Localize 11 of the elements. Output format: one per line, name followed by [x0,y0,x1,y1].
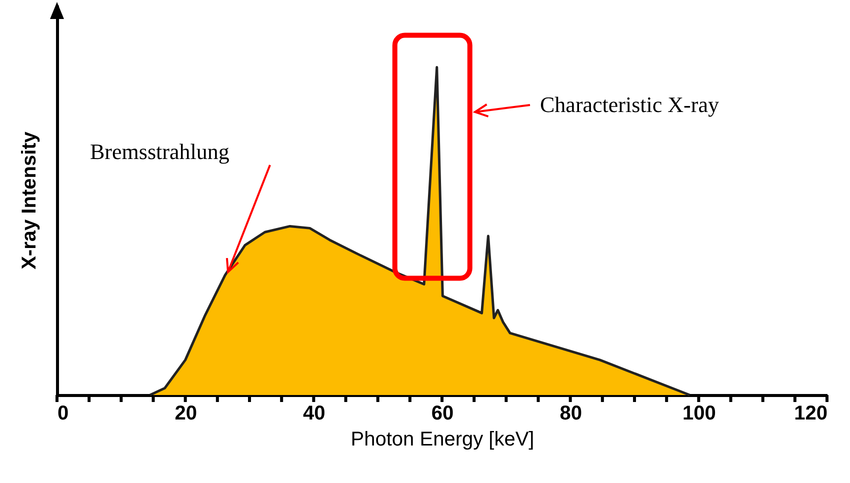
x-tick-label: 20 [174,402,197,424]
x-tick-label: 40 [303,402,326,424]
x-tick-label: 60 [431,402,454,424]
annotation: Bremsstrahlung [90,139,230,164]
x-tick-label: 120 [794,402,828,424]
x-axis-title: Photon Energy [keV] [350,428,534,450]
x-tick-label: 0 [58,402,69,424]
x-tick-label: 80 [560,402,582,424]
x-tick-label: 100 [682,402,716,424]
y-axis-title: X-ray Intensity [18,130,40,270]
annotation: Characteristic X-ray [540,92,719,117]
